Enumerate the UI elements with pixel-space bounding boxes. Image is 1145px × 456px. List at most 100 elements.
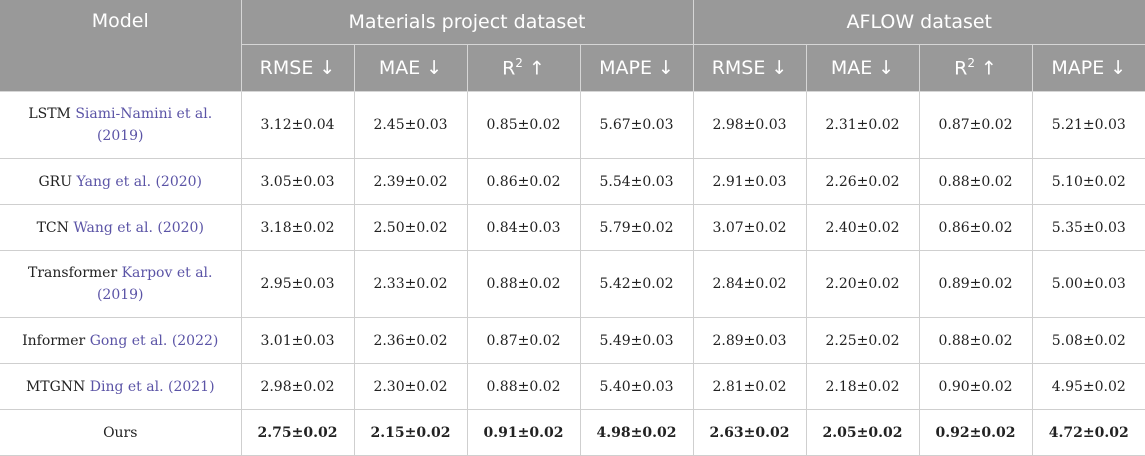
metric-value-cell: 0.90±0.02 bbox=[919, 363, 1033, 410]
metric-value-cell: 0.87±0.02 bbox=[467, 317, 581, 364]
metric-name: R bbox=[502, 57, 516, 80]
metric-value-cell: 0.92±0.02 bbox=[919, 409, 1033, 456]
metric-value-cell: 2.25±0.02 bbox=[806, 317, 920, 364]
metric-value-cell: 2.15±0.02 bbox=[354, 409, 468, 456]
metric-name: MAE bbox=[378, 57, 421, 79]
metric-value-cell: 2.33±0.02 bbox=[354, 250, 468, 318]
table-row: Transformer Karpov et al. (2019) 2.95±0.0… bbox=[0, 250, 1145, 318]
metric-value-cell: 2.89±0.03 bbox=[693, 317, 807, 364]
model-cell: TCN Wang et al. (2020) bbox=[0, 204, 242, 251]
metric-value-cell: 5.54±0.03 bbox=[580, 158, 694, 205]
metric-value-cell: 5.10±0.02 bbox=[1032, 158, 1145, 205]
metric-header: RMSE ↓ bbox=[241, 44, 355, 92]
metric-value-cell: 0.85±0.02 bbox=[467, 91, 581, 159]
metric-value-cell: 2.81±0.02 bbox=[693, 363, 807, 410]
metric-name: RMSE bbox=[711, 57, 766, 79]
model-name: Ours bbox=[103, 424, 138, 441]
table-row: MTGNN Ding et al. (2021) 2.98±0.02 2.30±0.… bbox=[0, 363, 1145, 410]
metric-name: MAPE bbox=[599, 57, 652, 79]
table-row: Informer Gong et al. (2022) 3.01±0.03 2.36… bbox=[0, 317, 1145, 364]
metric-header: R2 ↑ bbox=[919, 44, 1033, 92]
metric-value-cell: 3.05±0.03 bbox=[241, 158, 355, 205]
metric-value-cell: 2.36±0.02 bbox=[354, 317, 468, 364]
metric-value-cell: 5.08±0.02 bbox=[1032, 317, 1145, 364]
metric-value-cell: 2.20±0.02 bbox=[806, 250, 920, 318]
table-row: LSTM Siami-Namini et al. (2019) 3.12±0.04… bbox=[0, 91, 1145, 159]
metric-superscript: 2 bbox=[515, 56, 523, 71]
model-name: Transformer bbox=[28, 265, 118, 281]
metric-direction-arrow: ↓ bbox=[658, 57, 674, 79]
metric-header: MAE ↓ bbox=[354, 44, 468, 92]
metric-value-cell: 5.67±0.03 bbox=[580, 91, 694, 159]
metric-value-cell: 5.49±0.03 bbox=[580, 317, 694, 364]
metric-value-cell: 2.75±0.02 bbox=[241, 409, 355, 456]
model-cell: Transformer Karpov et al. (2019) bbox=[0, 250, 242, 318]
metric-name: MAPE bbox=[1051, 57, 1105, 79]
table-row: Ours 2.75±0.02 2.15±0.02 0.91±0.02 4.98±0.02… bbox=[0, 409, 1145, 456]
model-cell: Ours bbox=[0, 409, 242, 456]
metric-value-cell: 3.18±0.02 bbox=[241, 204, 355, 251]
metric-value-cell: 4.95±0.02 bbox=[1032, 363, 1145, 410]
metric-direction-arrow: ↓ bbox=[878, 57, 895, 79]
metric-value-cell: 2.05±0.02 bbox=[806, 409, 920, 456]
table-row: TCN Wang et al. (2020) 3.18±0.02 2.50±0.02… bbox=[0, 204, 1145, 251]
metric-header: MAE ↓ bbox=[806, 44, 920, 92]
metric-value-cell: 0.86±0.02 bbox=[467, 158, 581, 205]
citation-link[interactable]: Karpov et al. (2019) bbox=[96, 265, 213, 303]
metric-value-cell: 5.21±0.03 bbox=[1032, 91, 1145, 159]
metric-value-cell: 3.01±0.03 bbox=[241, 317, 355, 364]
metric-value-cell: 5.00±0.03 bbox=[1032, 250, 1145, 318]
metric-value-cell: 0.84±0.03 bbox=[467, 204, 581, 251]
metric-header: R2 ↑ bbox=[467, 44, 581, 92]
metric-value-cell: 0.88±0.02 bbox=[919, 158, 1033, 205]
model-cell: LSTM Siami-Namini et al. (2019) bbox=[0, 91, 242, 159]
materials-project-group-header: Materials project dataset bbox=[241, 0, 694, 45]
model-column-header: Model bbox=[0, 0, 242, 92]
metric-value-cell: 2.63±0.02 bbox=[693, 409, 807, 456]
model-cell: MTGNN Ding et al. (2021) bbox=[0, 363, 242, 410]
metric-value-cell: 4.98±0.02 bbox=[580, 409, 694, 456]
metric-direction-arrow: ↑ bbox=[981, 57, 997, 80]
metric-value-cell: 5.79±0.02 bbox=[580, 204, 694, 251]
metric-direction-arrow: ↓ bbox=[771, 57, 788, 79]
metric-superscript: 2 bbox=[967, 56, 975, 71]
model-name: LSTM bbox=[28, 106, 71, 122]
metric-header: RMSE ↓ bbox=[693, 44, 807, 92]
metric-value-cell: 0.86±0.02 bbox=[919, 204, 1033, 251]
table-row: GRU Yang et al. (2020) 3.05±0.03 2.39±0.02… bbox=[0, 158, 1145, 205]
metric-value-cell: 2.39±0.02 bbox=[354, 158, 468, 205]
metric-value-cell: 2.26±0.02 bbox=[806, 158, 920, 205]
metric-value-cell: 3.12±0.04 bbox=[241, 91, 355, 159]
metric-value-cell: 0.89±0.02 bbox=[919, 250, 1033, 318]
model-name: TCN bbox=[36, 219, 69, 236]
metric-header: MAPE ↓ bbox=[580, 44, 694, 92]
citation-link[interactable]: Wang et al. (2020) bbox=[73, 219, 204, 236]
metric-value-cell: 0.87±0.02 bbox=[919, 91, 1033, 159]
metric-direction-arrow: ↓ bbox=[426, 57, 443, 79]
metric-value-cell: 2.31±0.02 bbox=[806, 91, 920, 159]
citation-link[interactable]: Ding et al. (2021) bbox=[89, 378, 215, 395]
metric-value-cell: 2.30±0.02 bbox=[354, 363, 468, 410]
metric-value-cell: 2.98±0.03 bbox=[693, 91, 807, 159]
metric-value-cell: 2.91±0.03 bbox=[693, 158, 807, 205]
metric-value-cell: 3.07±0.02 bbox=[693, 204, 807, 251]
metric-value-cell: 0.88±0.02 bbox=[467, 250, 581, 318]
metric-value-cell: 2.98±0.02 bbox=[241, 363, 355, 410]
model-name: MTGNN bbox=[25, 378, 86, 395]
aflow-group-header: AFLOW dataset bbox=[693, 0, 1145, 45]
citation-link[interactable]: Siami-Namini et al. (2019) bbox=[75, 106, 213, 144]
metric-value-cell: 5.42±0.02 bbox=[580, 250, 694, 318]
metric-name: R bbox=[954, 57, 968, 80]
metric-direction-arrow: ↓ bbox=[1110, 57, 1127, 79]
citation-link[interactable]: Yang et al. (2020) bbox=[76, 173, 203, 190]
metric-header: MAPE ↓ bbox=[1032, 44, 1145, 92]
metric-value-cell: 2.45±0.03 bbox=[354, 91, 468, 159]
metric-value-cell: 2.50±0.02 bbox=[354, 204, 468, 251]
metric-direction-arrow: ↓ bbox=[319, 57, 336, 79]
citation-link[interactable]: Gong et al. (2022) bbox=[89, 332, 219, 349]
metric-value-cell: 2.18±0.02 bbox=[806, 363, 920, 410]
metric-value-cell: 2.40±0.02 bbox=[806, 204, 920, 251]
model-name: Informer bbox=[22, 332, 86, 349]
model-cell: GRU Yang et al. (2020) bbox=[0, 158, 242, 205]
